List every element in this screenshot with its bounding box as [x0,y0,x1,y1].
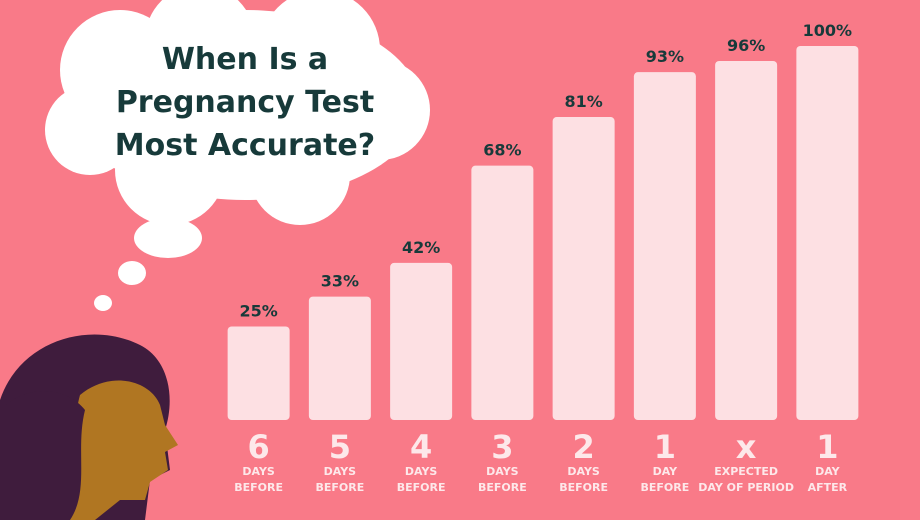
category-note: BEFORE [641,481,690,494]
bar [633,72,696,421]
category-note: DAYS [324,465,357,478]
category-number: 1 [654,428,676,466]
value-label: 42% [402,238,440,257]
category-note: BEFORE [478,481,527,494]
bar [390,262,453,420]
category-note: DAY [653,465,679,478]
thought-bubble [45,0,430,311]
category-note: DAY [815,465,841,478]
category-number: 1 [816,428,838,466]
category-number: 3 [491,428,513,466]
category-note: BEFORE [559,481,608,494]
value-label: 68% [483,141,521,160]
woman-silhouette [0,334,178,520]
category-number: x [736,428,757,466]
category-number: 5 [329,428,351,466]
bar [796,46,859,420]
category-note: AFTER [808,481,848,494]
value-label: 93% [646,47,684,66]
category-note: DAYS [242,465,275,478]
category-note: BEFORE [397,481,446,494]
value-label: 96% [727,36,765,55]
category-note: BEFORE [234,481,283,494]
bar [471,165,534,420]
category-number: 4 [410,428,432,466]
value-label: 100% [803,21,852,40]
category-note: DAYS [567,465,600,478]
bar [227,326,290,420]
category-note: DAY OF PERIOD [698,481,794,494]
bars: 25%6DAYSBEFORE33%5DAYSBEFORE42%4DAYSBEFO… [227,21,859,494]
category-note: DAYS [405,465,438,478]
category-number: 2 [572,428,594,466]
category-note: BEFORE [316,481,365,494]
value-label: 33% [321,272,359,291]
category-number: 6 [247,428,269,466]
bar [552,117,615,420]
bar [715,60,778,421]
category-note: DAYS [486,465,519,478]
value-label: 81% [564,92,602,111]
category-note: EXPECTED [714,465,778,478]
chart-title: When Is a Pregnancy Test Most Accurate? [114,42,376,163]
value-label: 25% [239,302,277,321]
bar [308,296,371,420]
